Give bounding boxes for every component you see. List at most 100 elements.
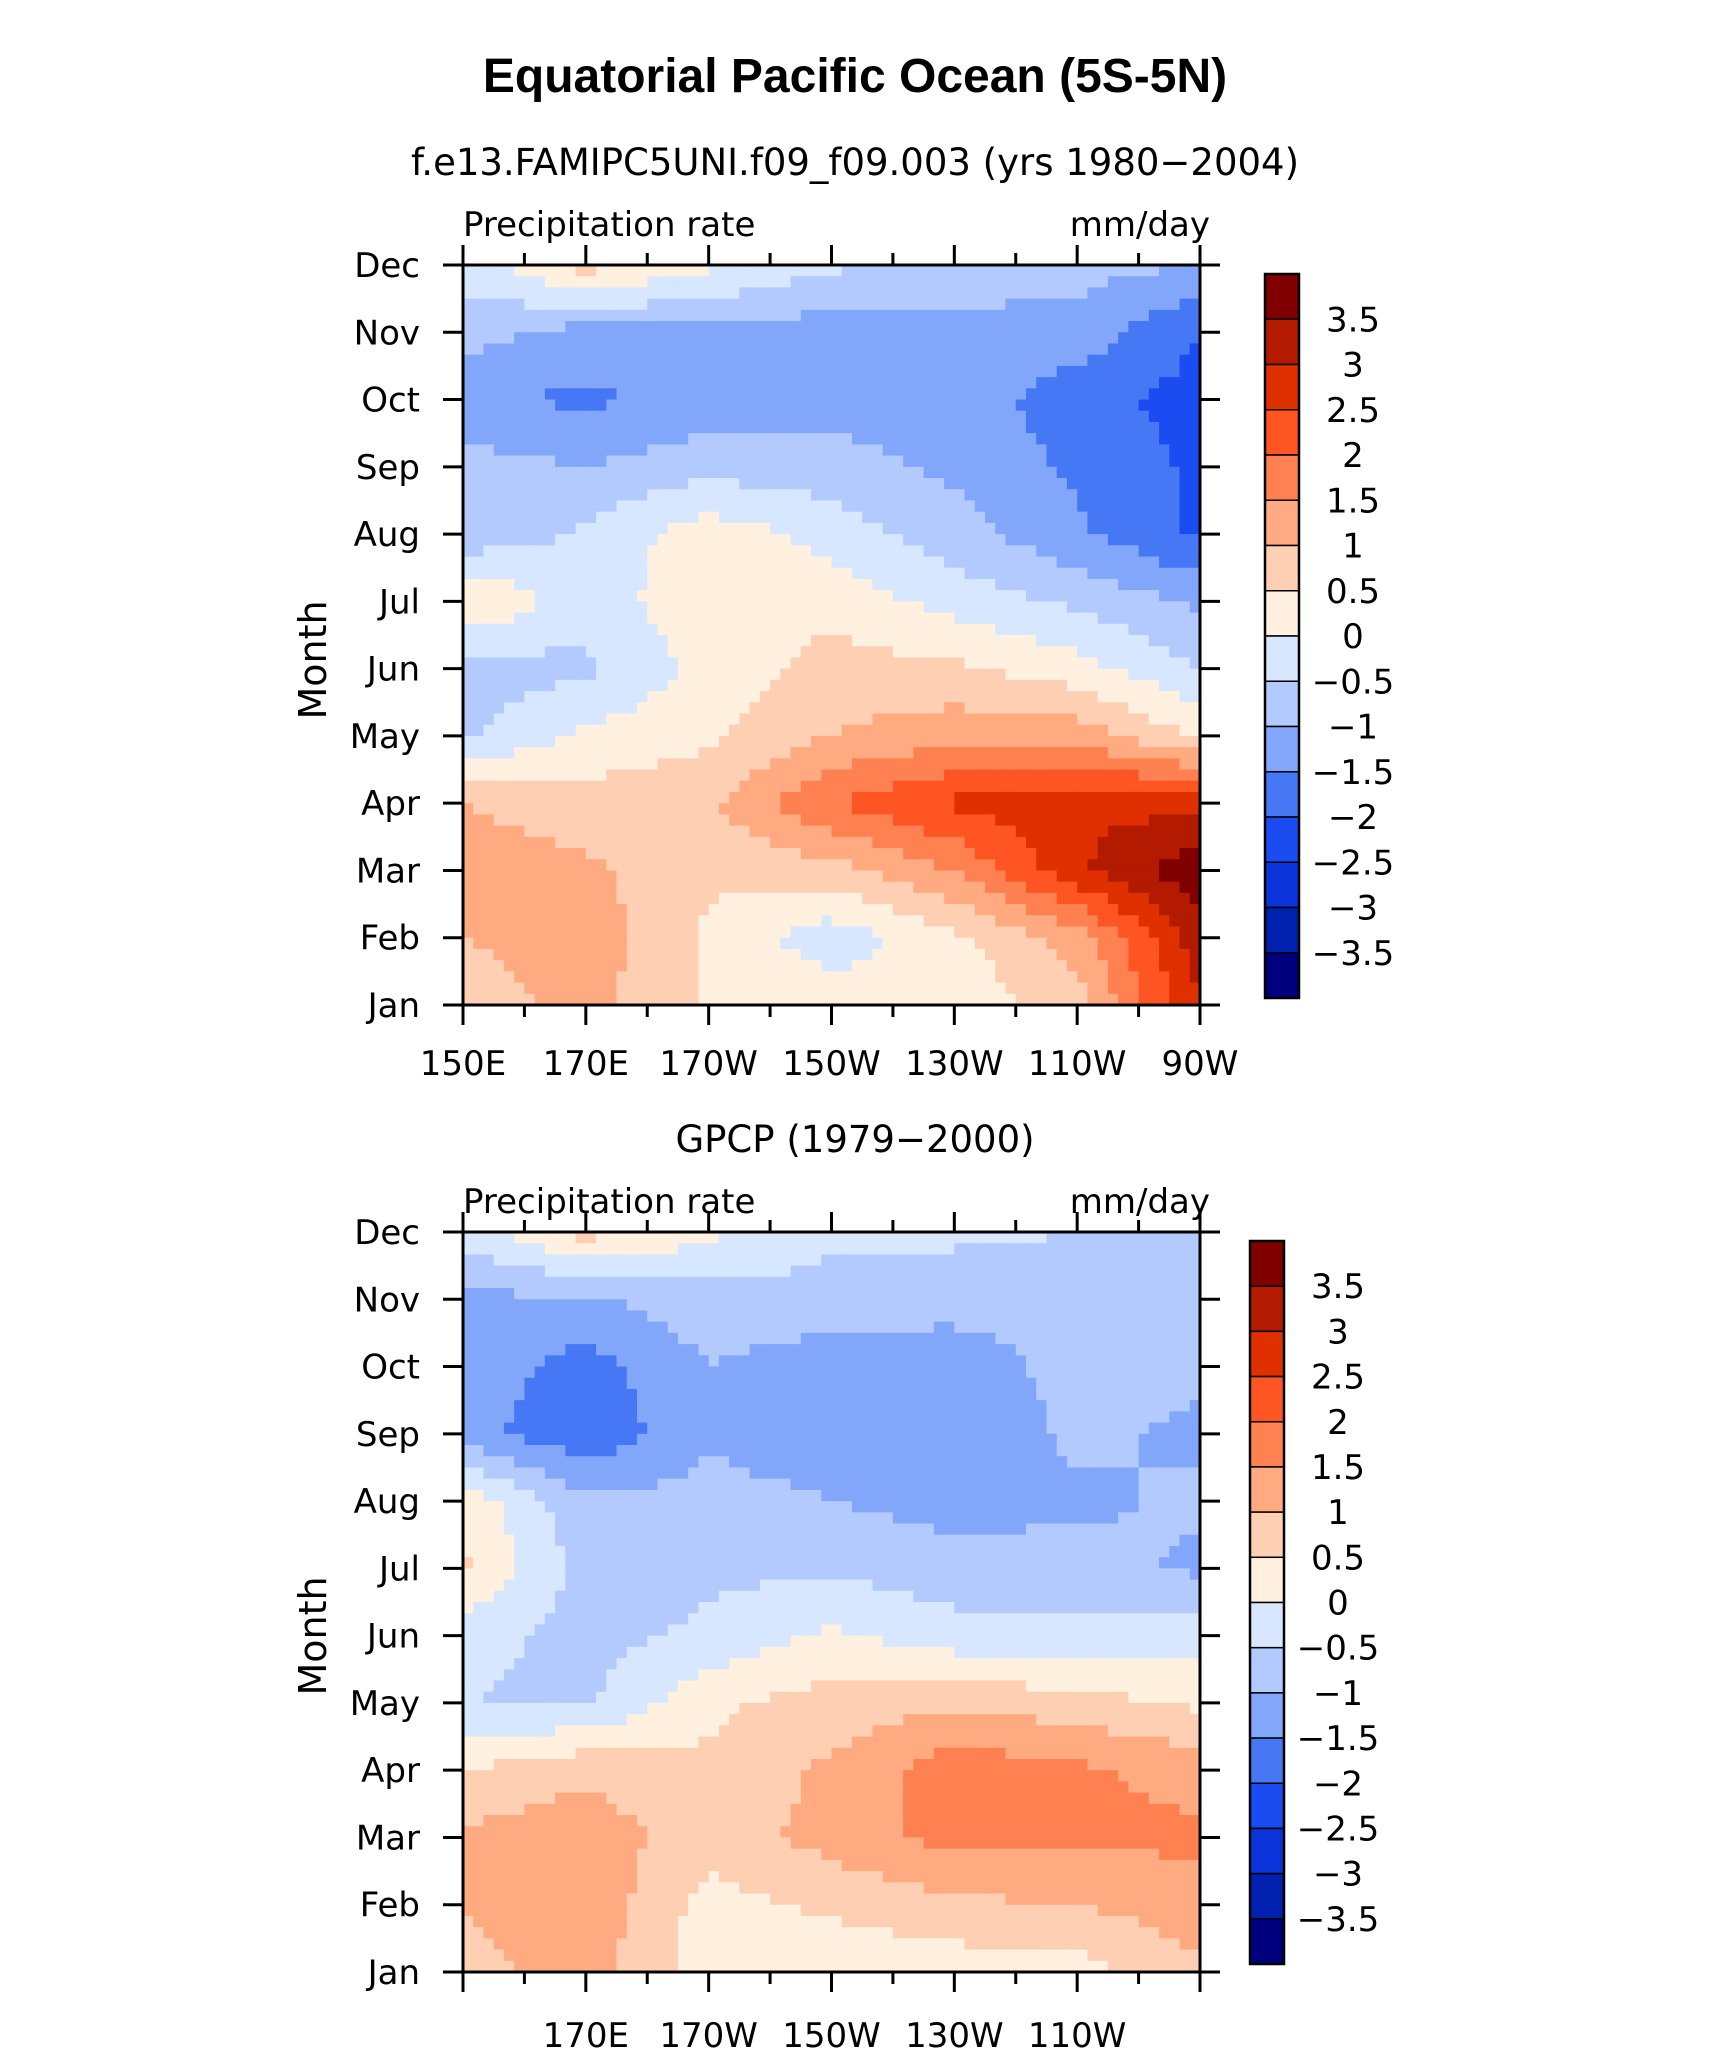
contour-cell: [463, 836, 474, 849]
contour-cell: [995, 287, 1007, 300]
contour-cell: [759, 522, 771, 535]
contour-cell: [749, 780, 761, 793]
contour-cell: [831, 545, 843, 558]
contour-cell: [933, 836, 945, 849]
contour-cell: [903, 836, 914, 849]
contour-cell: [933, 657, 945, 670]
contour-cell: [677, 937, 689, 950]
contour-cell: [933, 332, 945, 345]
contour-cell: [698, 724, 710, 737]
contour-cell: [821, 1232, 833, 1244]
contour-cell: [626, 455, 638, 468]
contour-cell: [637, 410, 648, 423]
contour-cell: [933, 388, 945, 401]
contour-cell: [903, 758, 914, 771]
contour-cell: [1169, 747, 1181, 759]
contour-cell: [995, 545, 1007, 558]
contour-cell: [463, 567, 474, 580]
contour-cell: [1148, 466, 1160, 479]
contour-cell: [1087, 848, 1099, 860]
contour-cell: [892, 881, 904, 894]
contour-cell: [1046, 848, 1058, 860]
contour-cell: [1107, 388, 1119, 401]
contour-cell: [923, 388, 935, 401]
contour-cell: [851, 881, 863, 894]
contour-cell: [585, 635, 597, 647]
contour-cell: [1066, 612, 1078, 625]
contour-cell: [1077, 758, 1089, 771]
contour-cell: [1036, 769, 1048, 782]
contour-cell: [585, 780, 597, 793]
contour-cell: [964, 668, 976, 681]
contour-cell: [882, 298, 894, 311]
contour-cell: [565, 803, 577, 815]
contour-cell: [995, 365, 1007, 378]
contour-cell: [831, 679, 843, 692]
contour-cell: [851, 735, 863, 748]
contour-cell: [1107, 702, 1119, 715]
contour-cell: [811, 836, 822, 849]
contour-cell: [647, 948, 659, 961]
contour-cell: [544, 1232, 556, 1244]
contour-cell: [944, 724, 955, 737]
contour-cell: [585, 904, 597, 916]
contour-cell: [841, 556, 853, 569]
contour-cell: [1056, 545, 1068, 558]
contour-cell: [841, 780, 853, 793]
contour-cell: [1015, 971, 1027, 984]
contour-cell: [974, 612, 986, 625]
contour-cell: [964, 466, 976, 479]
contour-cell: [831, 769, 843, 782]
contour-cell: [923, 556, 935, 569]
contour-cell: [1097, 321, 1109, 333]
contour-cell: [473, 758, 485, 771]
contour-cell: [770, 825, 781, 838]
contour-cell: [749, 365, 761, 378]
contour-cell: [1189, 321, 1201, 333]
contour-cell: [1005, 388, 1017, 401]
contour-cell: [1036, 433, 1048, 445]
contour-cell: [473, 276, 485, 289]
contour-cell: [1046, 971, 1058, 984]
contour-cell: [514, 399, 526, 412]
contour-cell: [1087, 702, 1099, 715]
contour-cell: [514, 545, 526, 558]
contour-cell: [1179, 904, 1191, 916]
contour-cell: [493, 747, 505, 759]
contour-cell: [985, 825, 996, 838]
contour-cell: [688, 354, 700, 367]
contour-cell: [575, 590, 587, 602]
contour-cell: [1097, 309, 1109, 322]
contour-cell: [1118, 309, 1129, 322]
contour-cell: [985, 601, 996, 614]
contour-cell: [534, 993, 546, 1006]
contour-cell: [667, 904, 679, 916]
contour-cell: [974, 836, 986, 849]
contour-cell: [493, 590, 505, 602]
contour-cell: [637, 466, 648, 479]
contour-cell: [780, 870, 792, 883]
contour-cell: [1118, 1232, 1129, 1244]
contour-cell: [544, 735, 556, 748]
contour-cell: [555, 421, 566, 434]
contour-cell: [1046, 904, 1058, 916]
contour-cell: [514, 321, 526, 333]
contour-cell: [1036, 410, 1048, 423]
contour-cell: [851, 354, 863, 367]
contour-cell: [770, 365, 781, 378]
contour-cell: [759, 881, 771, 894]
contour-cell: [800, 365, 812, 378]
contour-cell: [1025, 545, 1037, 558]
contour-cell: [811, 354, 822, 367]
contour-cell: [626, 365, 638, 378]
contour-cell: [1077, 377, 1089, 389]
contour-cell: [463, 534, 474, 546]
contour-cell: [882, 803, 894, 815]
contour-cell: [759, 421, 771, 434]
contour-cell: [1025, 1243, 1037, 1256]
contour-cell: [626, 377, 638, 389]
contour-cell: [1036, 556, 1048, 569]
contour-cell: [811, 948, 822, 961]
contour-cell: [913, 522, 925, 535]
contour-cell: [729, 287, 740, 300]
